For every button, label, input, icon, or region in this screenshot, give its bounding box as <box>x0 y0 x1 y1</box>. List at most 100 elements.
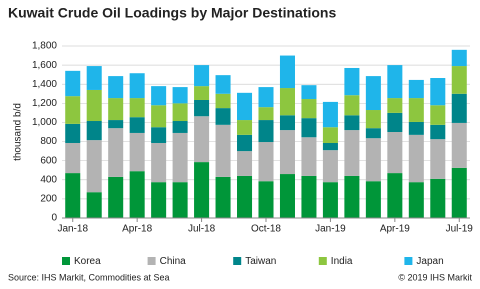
bar-segment <box>172 182 188 218</box>
bar-segment <box>279 88 295 116</box>
bar-segment <box>387 112 403 132</box>
bar-segment <box>194 116 210 163</box>
bar-segment <box>258 142 274 182</box>
bar-segment <box>387 65 403 99</box>
bar-segment <box>365 110 381 129</box>
bar-segment <box>237 175 253 218</box>
bar-segment <box>322 127 338 143</box>
legend-swatch <box>62 257 70 265</box>
bar-segment <box>408 98 424 122</box>
copyright: © 2019 IHS Markit <box>398 272 472 282</box>
bar-segment <box>322 101 338 128</box>
bar-segment <box>194 99 210 117</box>
bar-segment <box>86 89 102 122</box>
bar-segment <box>344 130 360 176</box>
x-tick-label: Jul-18 <box>188 224 216 235</box>
y-tick-label: 1,800 <box>32 41 57 52</box>
bar-segment <box>451 93 467 123</box>
bar-segment <box>430 124 446 140</box>
legend-swatch <box>147 257 156 265</box>
bar-segment <box>215 108 231 125</box>
bar-segment <box>194 162 210 218</box>
bar-segment <box>215 124 231 177</box>
bar-segment <box>408 79 424 99</box>
y-axis-label: thousand b/d <box>13 103 24 161</box>
bar-segment <box>129 171 145 218</box>
bar-segment <box>172 121 188 133</box>
bar-segment <box>279 55 295 89</box>
x-tick-label: Oct-18 <box>251 224 281 235</box>
y-tick-label: 800 <box>40 136 57 147</box>
bar-segment <box>86 66 102 90</box>
bar-segment <box>151 142 167 183</box>
bar-segment <box>151 86 167 106</box>
bar-segment <box>430 78 446 106</box>
bar-segment <box>365 138 381 182</box>
bar-segment <box>65 142 81 174</box>
legend-swatch <box>318 257 327 265</box>
bar-segment <box>365 181 381 218</box>
bar-segment <box>430 105 446 125</box>
bar-segment <box>301 85 317 100</box>
bar-segment <box>172 87 188 104</box>
bar-segment <box>258 107 274 121</box>
bar-segment <box>408 182 424 218</box>
bar-segment <box>215 75 231 94</box>
bar-segment <box>430 178 446 218</box>
bar-segment <box>108 98 124 121</box>
bar-segment <box>86 121 102 141</box>
bar-segment <box>344 95 360 116</box>
y-tick-label: 400 <box>40 174 57 185</box>
bar-segment <box>237 151 253 176</box>
bar-segment <box>430 139 446 179</box>
x-tick-label: Jul-19 <box>446 224 474 235</box>
bar-segment <box>451 49 467 67</box>
bar-segment <box>451 66 467 94</box>
bar-segment <box>387 173 403 218</box>
legend-swatch <box>233 257 242 265</box>
y-tick-label: 600 <box>40 155 57 166</box>
bar-segment <box>344 67 360 96</box>
y-tick-label: 1,600 <box>32 60 57 71</box>
legend-swatch <box>404 257 413 265</box>
bar-segment <box>65 123 81 143</box>
bar-segment <box>129 132 145 172</box>
bar-segment <box>301 175 317 218</box>
bar-segment <box>279 130 295 175</box>
bar-segment <box>322 150 338 183</box>
bar-segment <box>129 117 145 133</box>
bar-segment <box>387 98 403 113</box>
chart-title: Kuwait Crude Oil Loadings by Major Desti… <box>8 5 336 21</box>
bar-segment <box>301 99 317 119</box>
bar-segment <box>258 120 274 143</box>
bar-segment <box>86 140 102 193</box>
bar-segment <box>279 115 295 131</box>
bar-segment <box>322 142 338 151</box>
bar-segment <box>172 103 188 122</box>
y-tick-label: 1,000 <box>32 117 57 128</box>
legend-label: Taiwan <box>245 256 276 267</box>
bar-segment <box>108 176 124 218</box>
bar-segment <box>108 76 124 99</box>
bar-segment <box>65 173 81 218</box>
bar-segment <box>344 115 360 131</box>
bar-segment <box>194 86 210 100</box>
y-tick-label: 1,200 <box>32 98 57 109</box>
y-tick-label: 1,400 <box>32 79 57 90</box>
bar-segment <box>108 120 124 129</box>
bar-segment <box>258 87 274 108</box>
bar-segment <box>129 73 145 99</box>
bar-segment <box>215 93 231 109</box>
bar-segment <box>172 132 188 183</box>
bar-segment <box>408 134 424 183</box>
bar-segment <box>65 70 81 97</box>
bar-segment <box>258 181 274 218</box>
bar-segment <box>108 128 124 177</box>
bar-segment <box>387 132 403 174</box>
legend-label: Japan <box>416 256 443 267</box>
x-tick-label: Apr-18 <box>122 224 152 235</box>
x-tick-label: Jan-18 <box>57 224 88 235</box>
bar-segment <box>151 127 167 143</box>
legend-label: India <box>331 256 353 267</box>
x-tick-label: Jan-19 <box>315 224 346 235</box>
